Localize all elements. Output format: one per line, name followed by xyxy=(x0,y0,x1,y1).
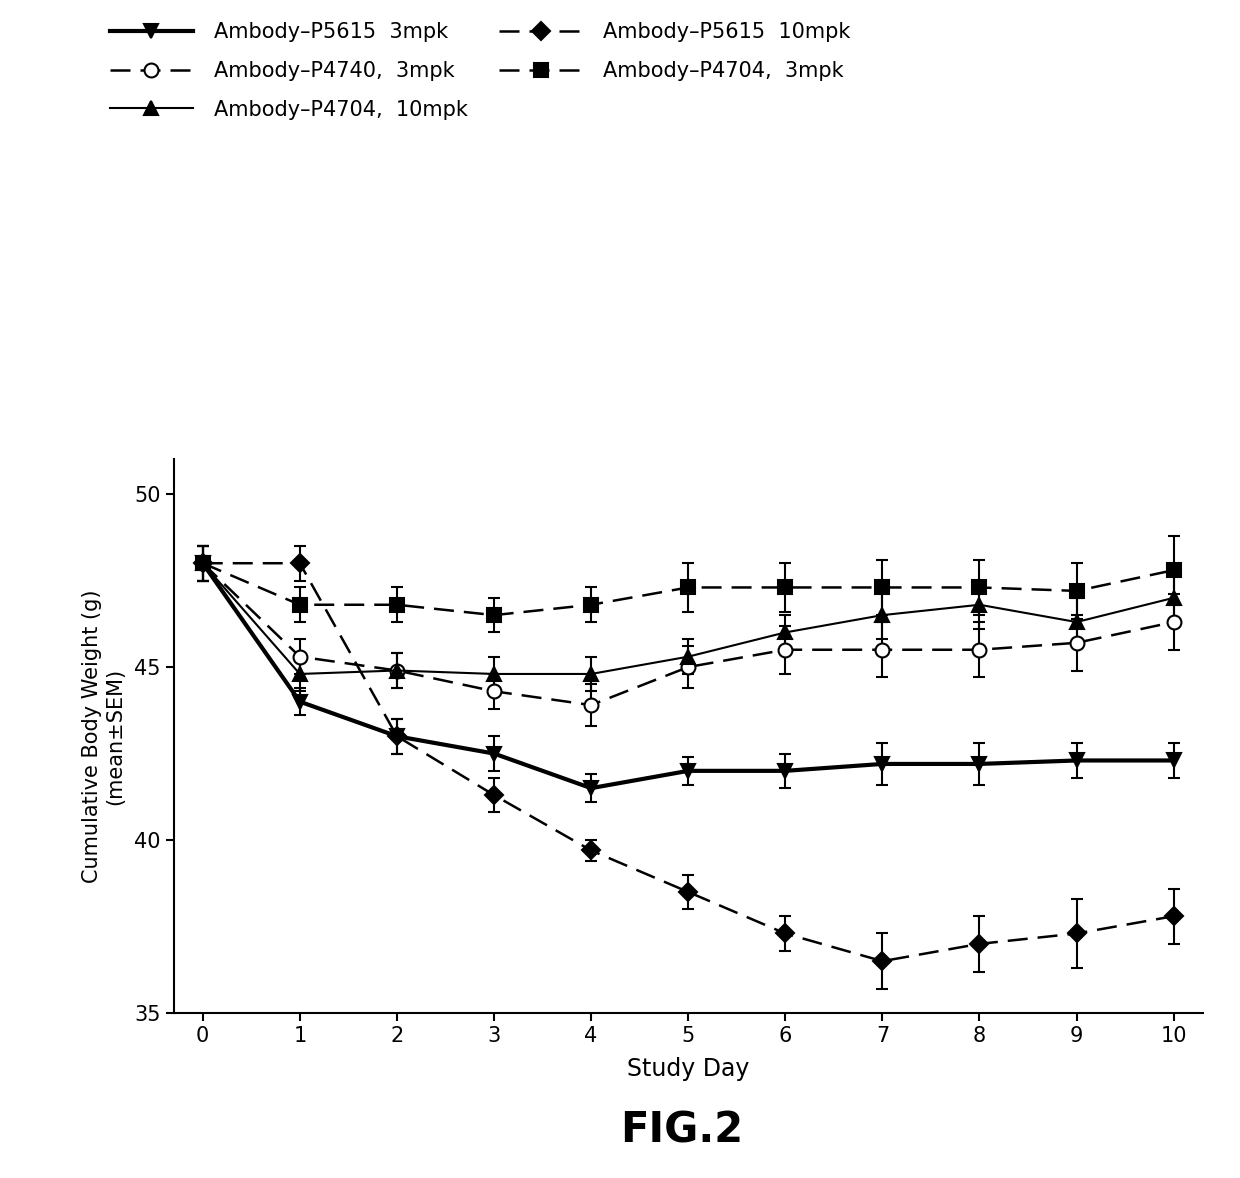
Text: FIG.2: FIG.2 xyxy=(620,1110,744,1152)
Legend: Ambody–P5615  3mpk, Ambody–P4740,  3mpk, Ambody–P4704,  10mpk, Ambody–P5615  10m: Ambody–P5615 3mpk, Ambody–P4740, 3mpk, A… xyxy=(109,22,851,120)
Y-axis label: Cumulative Body Weight (g)
(mean±SEM): Cumulative Body Weight (g) (mean±SEM) xyxy=(82,589,125,884)
X-axis label: Study Day: Study Day xyxy=(627,1058,749,1081)
